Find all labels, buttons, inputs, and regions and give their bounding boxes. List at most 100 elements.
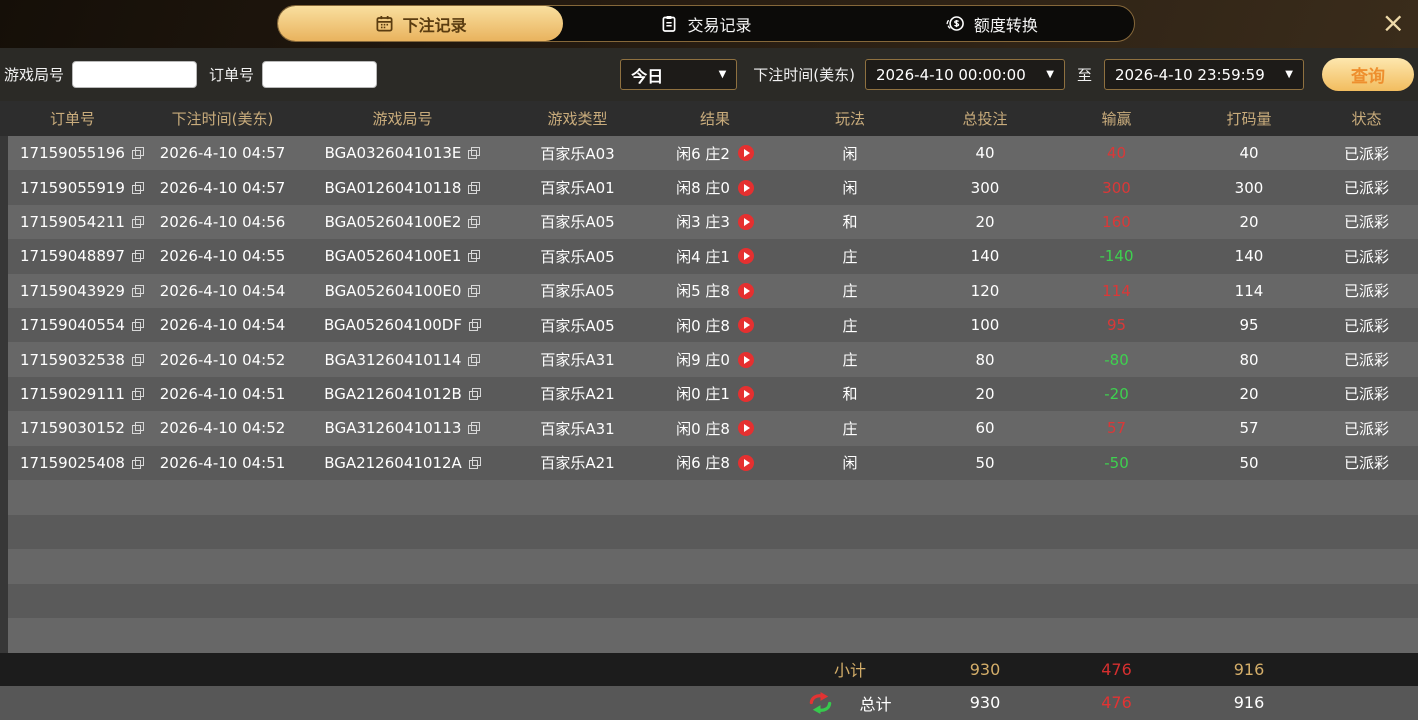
cell-bet-time: 2026-4-10 04:51 bbox=[159, 384, 286, 403]
order-no-input[interactable] bbox=[262, 61, 378, 88]
cell-play: 和 bbox=[842, 213, 858, 232]
cell-round-id: BGA31260410114 bbox=[300, 351, 505, 369]
cell-status: 已派彩 bbox=[1343, 454, 1389, 473]
copy-icon[interactable] bbox=[468, 422, 481, 435]
close-icon[interactable]: × bbox=[1381, 6, 1405, 39]
copy-icon[interactable] bbox=[468, 250, 481, 263]
cell-play: 闲 bbox=[842, 144, 858, 163]
calendar-icon bbox=[375, 14, 394, 33]
copy-icon[interactable] bbox=[131, 456, 144, 469]
play-icon[interactable] bbox=[737, 145, 754, 162]
play-icon[interactable] bbox=[737, 454, 754, 471]
copy-icon[interactable] bbox=[468, 215, 481, 228]
cell-game-type: 百家乐A03 bbox=[540, 144, 615, 163]
copy-icon[interactable] bbox=[131, 181, 144, 194]
subtotal-label: 小计 bbox=[833, 661, 866, 681]
cell-rolling: 20 bbox=[1239, 212, 1259, 231]
cell-play: 闲 bbox=[842, 179, 858, 198]
game-round-input[interactable] bbox=[72, 61, 198, 88]
cell-win-loss: -20 bbox=[1104, 384, 1129, 403]
cell-play: 庄 bbox=[842, 282, 858, 301]
copy-icon[interactable] bbox=[131, 250, 144, 263]
copy-icon[interactable] bbox=[131, 353, 144, 366]
cell-order-id: 17159032538 bbox=[8, 351, 145, 369]
cell-rolling: 57 bbox=[1239, 419, 1259, 438]
cell-game-type: 百家乐A05 bbox=[540, 213, 615, 232]
tab-transaction-records[interactable]: 交易记录 bbox=[563, 6, 848, 41]
copy-icon[interactable] bbox=[131, 387, 144, 400]
tab-label: 额度转换 bbox=[973, 15, 1038, 35]
copy-icon[interactable] bbox=[131, 284, 144, 297]
table-row: 17159055196 2026-4-10 04:57 BGA0326041013E… bbox=[0, 136, 1418, 171]
cell-order-id: 17159029111 bbox=[8, 385, 145, 403]
refresh-icon[interactable] bbox=[808, 691, 833, 715]
total-row: 总计 930 476 916 bbox=[0, 685, 1418, 720]
play-icon[interactable] bbox=[737, 282, 754, 299]
play-icon[interactable] bbox=[737, 179, 754, 196]
play-icon[interactable] bbox=[737, 317, 754, 334]
tab-bet-records[interactable]: 下注记录 bbox=[278, 6, 564, 41]
cell-result: 闲5 庄8 bbox=[650, 280, 780, 301]
play-icon[interactable] bbox=[737, 385, 754, 402]
cell-order-id: 17159030152 bbox=[8, 419, 145, 437]
play-icon[interactable] bbox=[737, 213, 754, 230]
cell-win-loss: 114 bbox=[1102, 281, 1131, 300]
search-button[interactable]: 查询 bbox=[1322, 58, 1414, 91]
subtotal-row: 小计 930 476 916 bbox=[0, 652, 1418, 686]
tab-credit-transfer[interactable]: 额度转换 bbox=[849, 6, 1134, 41]
cell-total-bet: 120 bbox=[970, 281, 1000, 300]
table-body: 17159055196 2026-4-10 04:57 BGA0326041013E… bbox=[0, 136, 1418, 653]
copy-icon[interactable] bbox=[468, 181, 481, 194]
cell-order-id: 17159025408 bbox=[8, 454, 145, 472]
cell-rolling: 140 bbox=[1234, 247, 1264, 266]
total-rolling: 916 bbox=[1233, 693, 1265, 713]
chevron-down-icon: ▼ bbox=[718, 69, 727, 80]
cell-rolling: 40 bbox=[1239, 144, 1259, 163]
cell-status: 已派彩 bbox=[1343, 247, 1389, 266]
copy-icon[interactable] bbox=[468, 284, 481, 297]
top-bar: 下注记录 交易记录 额度转换 × bbox=[0, 0, 1418, 48]
copy-icon[interactable] bbox=[131, 319, 144, 332]
play-icon[interactable] bbox=[737, 420, 754, 437]
cell-result: 闲3 庄3 bbox=[650, 211, 780, 232]
coins-icon bbox=[945, 14, 965, 33]
clipboard-icon bbox=[660, 14, 678, 33]
copy-icon[interactable] bbox=[131, 422, 144, 435]
cell-win-loss: 160 bbox=[1102, 212, 1131, 231]
cell-game-type: 百家乐A01 bbox=[540, 179, 615, 198]
cell-round-id: BGA052604100E0 bbox=[300, 282, 505, 300]
table-row: 17159032538 2026-4-10 04:52 BGA31260410114… bbox=[0, 342, 1418, 377]
cell-result: 闲0 庄8 bbox=[650, 418, 780, 439]
copy-icon[interactable] bbox=[468, 319, 481, 332]
cell-result: 闲0 庄1 bbox=[650, 383, 780, 404]
cell-win-loss: 40 bbox=[1106, 144, 1127, 163]
copy-icon[interactable] bbox=[131, 215, 144, 228]
copy-icon[interactable] bbox=[131, 147, 144, 160]
tab-label: 交易记录 bbox=[687, 15, 752, 35]
copy-icon[interactable] bbox=[468, 456, 481, 469]
date-range-value: 今日 bbox=[631, 66, 664, 86]
copy-icon[interactable] bbox=[468, 147, 481, 160]
start-time-select[interactable]: 2026-4-10 00:00:00 ▼ bbox=[864, 59, 1065, 90]
order-no-label: 订单号 bbox=[209, 66, 255, 84]
end-time-select[interactable]: 2026-4-10 23:59:59 ▼ bbox=[1104, 59, 1304, 90]
cell-total-bet: 140 bbox=[970, 247, 1000, 266]
play-icon[interactable] bbox=[737, 351, 754, 368]
cell-total-bet: 20 bbox=[975, 212, 995, 231]
cell-bet-time: 2026-4-10 04:54 bbox=[159, 316, 286, 335]
cell-result: 闲9 庄0 bbox=[650, 349, 780, 370]
copy-icon[interactable] bbox=[468, 353, 481, 366]
date-range-select[interactable]: 今日 ▼ bbox=[620, 59, 738, 90]
cell-round-id: BGA052604100E1 bbox=[300, 247, 505, 265]
cell-bet-time: 2026-4-10 04:51 bbox=[159, 453, 286, 472]
col-rolling: 打码量 bbox=[1226, 110, 1272, 128]
chevron-down-icon: ▼ bbox=[1285, 69, 1293, 80]
cell-win-loss: 300 bbox=[1102, 178, 1131, 197]
cell-rolling: 300 bbox=[1234, 178, 1264, 197]
table-row: 17159040554 2026-4-10 04:54 BGA052604100DF… bbox=[0, 307, 1418, 343]
copy-icon[interactable] bbox=[468, 387, 481, 400]
to-label: 至 bbox=[1076, 66, 1092, 84]
play-icon[interactable] bbox=[737, 248, 754, 265]
cell-rolling: 20 bbox=[1239, 384, 1259, 403]
cell-round-id: BGA2126041012B bbox=[300, 385, 505, 403]
